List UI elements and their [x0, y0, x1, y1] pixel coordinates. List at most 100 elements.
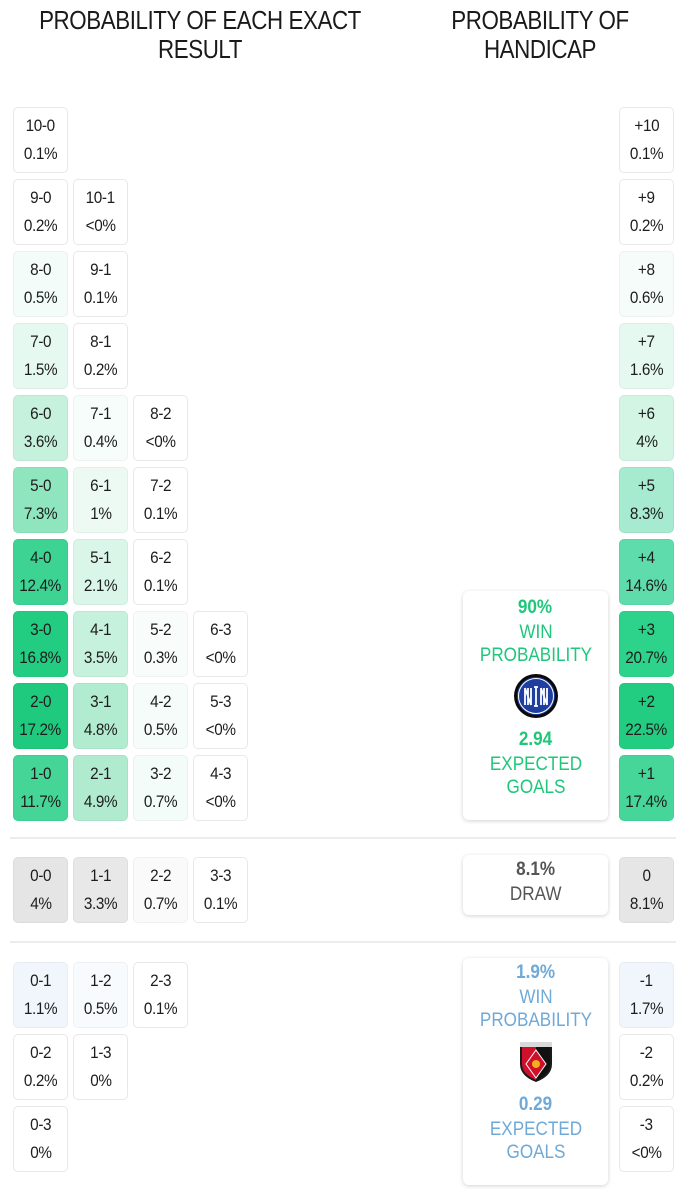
cell-label: +5 — [638, 476, 655, 495]
cell-probability: 2.1% — [83, 576, 118, 595]
handicap-cell: -1 1.7% — [619, 962, 674, 1028]
cell-label: 7-0 — [29, 332, 52, 351]
cell-label: 7-2 — [149, 476, 172, 495]
cell-label: 8-2 — [149, 404, 172, 423]
away-summary-card: 1.9% WIN PROBABILITY 0.29 EXPECTED GOALS — [463, 958, 608, 1185]
cell-probability: 4% — [635, 432, 658, 451]
cell-probability: 8.1% — [629, 894, 664, 913]
score-cell: 5-1 2.1% — [73, 539, 128, 605]
score-cell: 1-2 0.5% — [73, 962, 128, 1028]
cell-label: +2 — [638, 692, 655, 711]
cell-probability: 3.5% — [83, 648, 118, 667]
cell-probability: 0.5% — [143, 720, 178, 739]
score-cell: 9-0 0.2% — [13, 179, 68, 245]
cell-label: +4 — [638, 548, 655, 567]
cell-label: 6-3 — [209, 620, 232, 639]
cell-probability: 1.1% — [23, 999, 58, 1018]
cell-probability: 1.6% — [629, 360, 664, 379]
cell-label: +9 — [638, 188, 655, 207]
cell-label: 3-0 — [29, 620, 52, 639]
home-expected-goals-value: 2.94 — [518, 729, 553, 750]
away-win-probability-value: 1.9% — [516, 962, 555, 983]
inter-milan-crest-icon — [512, 673, 560, 719]
cell-probability: 0.1% — [83, 288, 118, 307]
score-cell: 7-0 1.5% — [13, 323, 68, 389]
cell-probability: 17.4% — [625, 792, 668, 811]
cell-label: 0-2 — [29, 1043, 52, 1062]
score-cell: 7-1 0.4% — [73, 395, 128, 461]
divider — [10, 837, 676, 839]
cell-probability: 11.7% — [20, 792, 61, 811]
cell-probability: 17.2% — [19, 720, 62, 739]
handicap-cell: 0 8.1% — [619, 857, 674, 923]
cell-probability: <0% — [205, 792, 236, 811]
cell-probability: 0.7% — [143, 792, 178, 811]
away-expected-goals-value: 0.29 — [518, 1094, 553, 1115]
cell-probability: <0% — [631, 1143, 662, 1162]
cell-label: 1-1 — [89, 866, 112, 885]
home-win-probability-value: 90% — [518, 597, 553, 618]
score-cell: 3-3 0.1% — [193, 857, 248, 923]
cell-probability: <0% — [85, 216, 116, 235]
score-cell: 4-0 12.4% — [13, 539, 68, 605]
score-cell: 4-2 0.5% — [133, 683, 188, 749]
cell-probability: 0.2% — [629, 1071, 664, 1090]
score-cell: 1-3 0% — [73, 1034, 128, 1100]
handicap-cell: -2 0.2% — [619, 1034, 674, 1100]
urawa-reds-crest-icon — [512, 1038, 560, 1084]
score-cell: 0-2 0.2% — [13, 1034, 68, 1100]
away-expected-goals-label: EXPECTED GOALS — [489, 1119, 582, 1163]
score-cell: 2-3 0.1% — [133, 962, 188, 1028]
score-cell: 5-3 <0% — [193, 683, 248, 749]
score-cell: 8-2 <0% — [133, 395, 188, 461]
draw-probability-value: 8.1% — [516, 859, 555, 880]
cell-label: +10 — [634, 116, 659, 135]
score-cell: 2-2 0.7% — [133, 857, 188, 923]
cell-label: 4-3 — [209, 764, 232, 783]
handicap-cell: +4 14.6% — [619, 539, 674, 605]
home-win-probability-label: WIN PROBABILITY — [479, 622, 592, 666]
cell-label: 3-3 — [209, 866, 232, 885]
cell-probability: <0% — [145, 432, 176, 451]
draw-label: DRAW — [509, 884, 562, 905]
score-cell: 10-1 <0% — [73, 179, 128, 245]
cell-label: 7-1 — [89, 404, 112, 423]
cell-probability: 0.7% — [143, 894, 178, 913]
handicap-cell: +1 17.4% — [619, 755, 674, 821]
cell-probability: 0.6% — [629, 288, 664, 307]
score-cell: 0-0 4% — [13, 857, 68, 923]
cell-probability: 20.7% — [625, 648, 668, 667]
cell-probability: 0.1% — [629, 144, 664, 163]
divider — [10, 941, 676, 943]
cell-probability: 4.9% — [83, 792, 118, 811]
cell-probability: 0.1% — [203, 894, 238, 913]
cell-label: 3-1 — [89, 692, 112, 711]
cell-probability: 12.4% — [19, 576, 62, 595]
cell-probability: 0% — [89, 1071, 112, 1090]
cell-probability: 3.6% — [23, 432, 58, 451]
handicap-cell: +6 4% — [619, 395, 674, 461]
cell-label: 5-1 — [89, 548, 112, 567]
cell-probability: 4.8% — [83, 720, 118, 739]
cell-probability: 1% — [89, 504, 112, 523]
cell-probability: 1.5% — [23, 360, 58, 379]
cell-probability: 16.8% — [19, 648, 62, 667]
cell-probability: 0.2% — [23, 216, 58, 235]
cell-label: 0 — [642, 866, 651, 885]
score-cell: 3-0 16.8% — [13, 611, 68, 677]
cell-label: 2-2 — [149, 866, 172, 885]
handicap-cell: +9 0.2% — [619, 179, 674, 245]
handicap-cell: +3 20.7% — [619, 611, 674, 677]
score-cell: 6-0 3.6% — [13, 395, 68, 461]
score-cell: 0-1 1.1% — [13, 962, 68, 1028]
score-cell: 6-3 <0% — [193, 611, 248, 677]
cell-probability: 0.1% — [143, 504, 178, 523]
cell-probability: 0.1% — [143, 999, 178, 1018]
cell-label: 2-3 — [149, 971, 172, 990]
cell-probability: <0% — [205, 720, 236, 739]
cell-label: 8-0 — [29, 260, 52, 279]
cell-probability: 0% — [29, 1143, 52, 1162]
score-cell: 3-2 0.7% — [133, 755, 188, 821]
cell-probability: <0% — [205, 648, 236, 667]
cell-label: 1-0 — [29, 764, 52, 783]
